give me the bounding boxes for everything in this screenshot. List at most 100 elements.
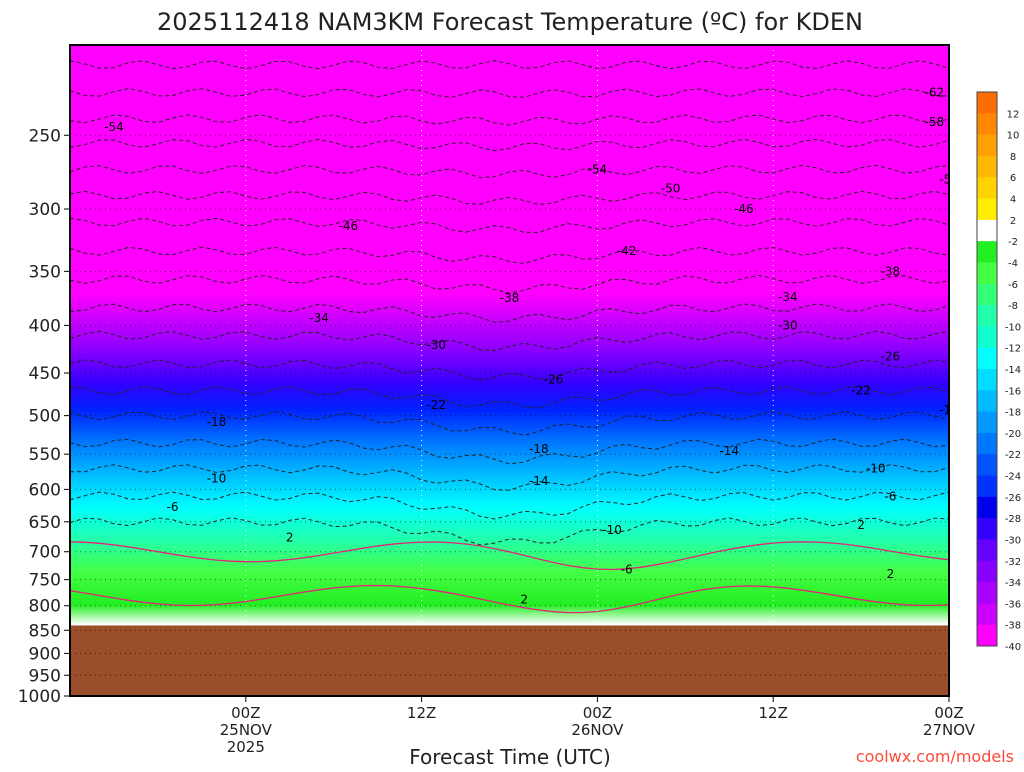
- contour-line: [70, 303, 949, 323]
- contour-label: -34: [309, 311, 329, 325]
- contour-label: 2: [286, 531, 294, 545]
- colorbar-label: -8: [1008, 301, 1018, 312]
- contour-labels: -62-58-54-54-50-50-46-46-42-38-38-34-34-…: [104, 86, 959, 607]
- contour-label: -18: [207, 415, 227, 429]
- y-tick-label: 650: [29, 513, 61, 533]
- contour-label: -62: [925, 86, 945, 100]
- colorbar-swatch: [977, 326, 997, 349]
- colorbar-swatch: [977, 113, 997, 136]
- colorbar-label: -16: [1005, 386, 1021, 397]
- contour-line: [70, 88, 949, 98]
- y-tick-label: 900: [29, 644, 61, 664]
- colorbar-swatch: [977, 134, 997, 157]
- colorbar-label: -26: [1005, 493, 1021, 504]
- x-tick-label: 00Z: [583, 704, 612, 722]
- terrain-below-ground: [70, 625, 949, 696]
- contour-label: -26: [881, 350, 901, 364]
- colorbar-swatch: [977, 369, 997, 391]
- colorbar-swatch: [977, 390, 997, 413]
- y-tick-label: 500: [29, 407, 61, 427]
- colorbar-label: -14: [1005, 365, 1021, 376]
- contour-line: [70, 138, 949, 152]
- colorbar-frame: [976, 91, 998, 647]
- colorbar-label: -10: [1005, 322, 1021, 333]
- contour-label: -22: [851, 384, 871, 398]
- colorbar-label: -6: [1008, 280, 1018, 291]
- x-tick-label: 12Z: [407, 704, 436, 722]
- colorbar-label: 4: [1010, 195, 1016, 206]
- colorbar-swatch: [977, 603, 997, 626]
- contour-line: [70, 491, 949, 520]
- contour-label: -6: [884, 490, 896, 504]
- contour-line: [70, 246, 949, 265]
- contour-label: -30: [778, 318, 798, 332]
- contour-label: -26: [544, 372, 564, 386]
- y-tick-label: 800: [29, 597, 61, 617]
- colorbar-label: -4: [1008, 258, 1018, 269]
- colorbar-swatch: [977, 177, 997, 200]
- contour-label: -6: [621, 562, 633, 576]
- contour-line: [70, 517, 949, 546]
- y-tick-label: 700: [29, 543, 61, 563]
- colorbar-label: -18: [1005, 408, 1021, 419]
- x-tick-label: 12Z: [759, 704, 788, 722]
- contour-lines: [70, 60, 949, 614]
- contour-label: -34: [778, 290, 798, 304]
- colorbar-label: -20: [1005, 429, 1021, 440]
- contour-label: 2: [520, 593, 528, 607]
- credit-text: coolwx.com/models: [856, 747, 1014, 766]
- contour-label: -10: [866, 462, 886, 476]
- contour-label: -18: [939, 403, 959, 417]
- colorbar-label: -22: [1005, 450, 1021, 461]
- colorbar-label: -30: [1005, 535, 1021, 546]
- y-tick-label: 1000: [18, 687, 61, 707]
- y-tick-label: 250: [29, 126, 61, 146]
- contour-line: [70, 386, 949, 409]
- contour-line: [70, 330, 949, 352]
- contour-line: [70, 217, 949, 234]
- y-axis: 250 300 350 400 450 500 550 600 650 700 750 800 850 9…: [18, 126, 70, 707]
- colorbar-swatch: [977, 475, 997, 498]
- contour-label: -50: [661, 181, 681, 195]
- colorbar-swatch: [977, 305, 997, 327]
- colorbar: 12 10 8 6 4 2 -2 -4 -6 -8 -10 -12 -14 -16 -18 -20 -22 -24…: [976, 91, 1021, 653]
- contour-label: -54: [588, 162, 608, 176]
- colorbar-swatch: [977, 198, 997, 221]
- colorbar-swatch: [977, 518, 997, 540]
- colorbar-swatch: [977, 219, 997, 242]
- contour-label: -30: [426, 338, 446, 352]
- colorbar-swatch: [977, 539, 997, 562]
- contour-line: [70, 190, 949, 206]
- colorbar-swatch: [977, 92, 997, 114]
- contour-line: [70, 60, 949, 70]
- grid: [70, 45, 949, 696]
- y-tick-label: 350: [29, 262, 61, 282]
- colorbar-swatch: [977, 560, 997, 583]
- plot-area: -62-58-54-54-50-50-46-46-42-38-38-34-34-…: [70, 45, 959, 696]
- contour-label: -46: [339, 219, 359, 233]
- contour-line: [70, 411, 949, 436]
- contour-label: -38: [500, 291, 520, 305]
- colorbar-swatch: [977, 283, 997, 306]
- contour-line: [70, 164, 949, 179]
- plot-frame: [69, 44, 950, 697]
- y-tick-label: 450: [29, 364, 61, 384]
- contour-label: -38: [881, 264, 901, 278]
- y-tick-label: 300: [29, 200, 61, 220]
- contour-label: -58: [925, 115, 945, 129]
- contour-label: -6: [167, 500, 179, 514]
- x-tick-label: 2025: [227, 738, 265, 756]
- contour-line: [70, 114, 949, 126]
- colorbar-swatch: [977, 262, 997, 285]
- contour-label: -18: [529, 442, 549, 456]
- x-tick-label: 00Z: [231, 704, 260, 722]
- contour-label: -10: [602, 523, 622, 537]
- contour-line: [70, 274, 949, 294]
- colorbar-swatch: [977, 432, 997, 455]
- freezing-contour-line: [70, 584, 949, 614]
- colorbar-label: -36: [1005, 599, 1021, 610]
- colorbar-label: -40: [1005, 642, 1021, 653]
- temperature-field: [70, 45, 949, 696]
